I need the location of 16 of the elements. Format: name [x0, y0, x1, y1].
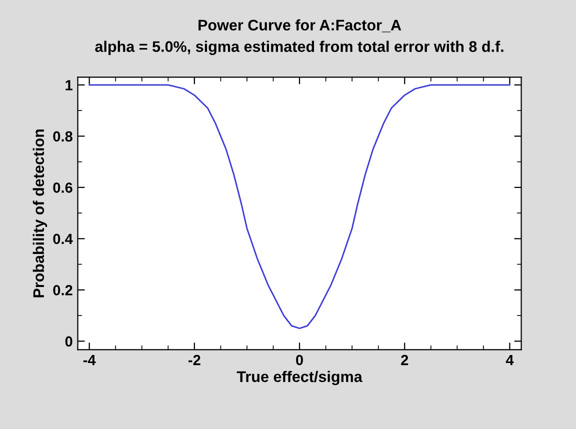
line-series — [88, 84, 510, 330]
x-tick-label: 0 — [296, 354, 303, 366]
x-tick-label: -2 — [188, 354, 200, 366]
y-tick-label: 0.2 — [53, 285, 72, 296]
x-tick-label: -4 — [83, 355, 96, 366]
y-axis-title: Probability of detection — [32, 129, 48, 298]
y-tick-label: 0.4 — [53, 234, 73, 244]
y-tick-label: 0.8 — [53, 131, 72, 142]
y-tick-label: 0.6 — [53, 182, 72, 193]
x-axis-title: True effect/sigma — [236, 370, 362, 386]
x-tick-label: 4 — [506, 355, 514, 366]
y-tick-label: 0 — [65, 336, 72, 347]
chart-title: Power Curve for A:Factor_A — [198, 19, 402, 32]
x-tick-label: 2 — [401, 354, 408, 366]
chart-subtitle: alpha = 5.0%, sigma estimated from total error with 8 d.f. — [95, 40, 504, 56]
y-tick-label: 1 — [66, 80, 72, 90]
